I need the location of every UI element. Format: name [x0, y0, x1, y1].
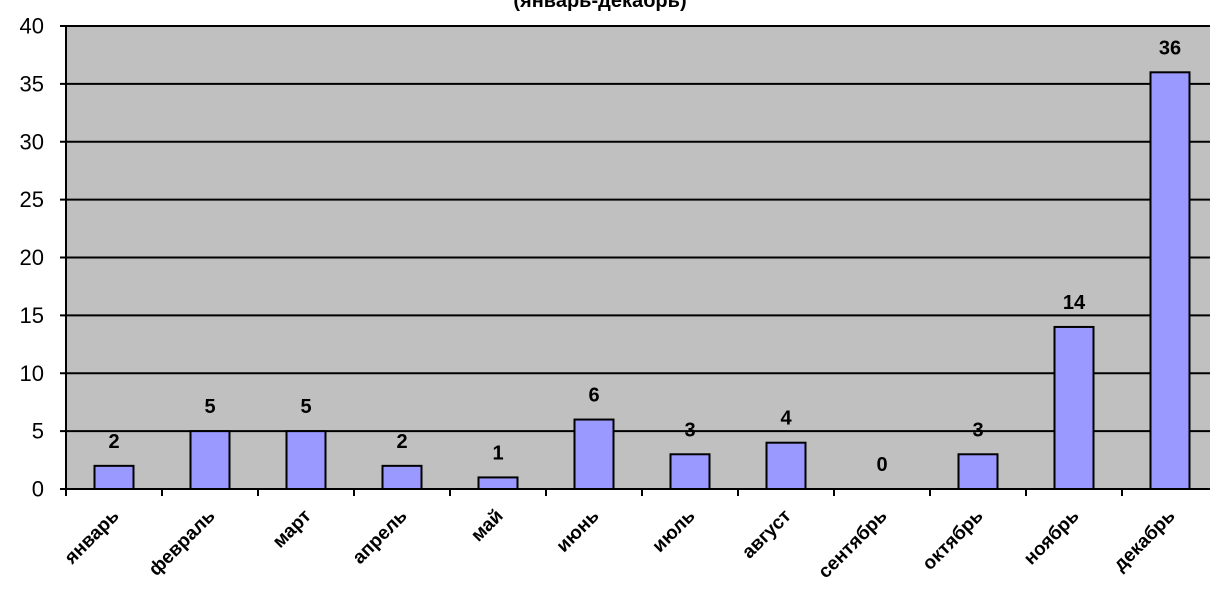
data-label: 3	[972, 419, 983, 441]
x-tick-label: февраль	[145, 506, 220, 581]
data-label: 4	[780, 408, 792, 430]
x-tick-label: сентябрь	[814, 506, 891, 583]
x-tick-label: апрель	[349, 506, 412, 569]
data-label: 0	[876, 454, 887, 476]
data-label: 3	[684, 419, 695, 441]
y-tick-label: 15	[20, 303, 44, 328]
y-tick-label: 30	[20, 129, 44, 154]
y-tick-label: 20	[20, 245, 44, 270]
bar	[669, 453, 711, 490]
x-tick-label: июль	[648, 506, 699, 557]
x-tick-label: январь	[60, 506, 124, 570]
gridlines	[66, 25, 1210, 433]
data-label: 2	[396, 431, 407, 453]
x-tick-label: ноябрь	[1020, 506, 1084, 570]
bar	[93, 464, 135, 491]
bar-series	[93, 71, 1191, 491]
x-tick-label: март	[269, 506, 316, 553]
x-tick-label: октябрь	[919, 506, 988, 575]
bar	[381, 464, 423, 491]
x-axis-tick-labels: январь февраль март апрель май июнь июль август…	[60, 506, 1180, 583]
y-tick-label: 0	[32, 477, 44, 502]
y-tick-label: 25	[20, 187, 44, 212]
data-label: 2	[108, 431, 119, 453]
y-tick-label: 35	[20, 71, 44, 96]
bar	[189, 430, 231, 490]
data-label: 5	[204, 396, 215, 418]
bar	[957, 453, 999, 490]
data-label: 5	[300, 396, 311, 418]
bar	[285, 430, 327, 490]
bar	[1053, 325, 1095, 491]
data-label: 14	[1063, 292, 1086, 314]
y-tick-label: 10	[20, 361, 44, 386]
chart-title: (январь-декабрь)	[513, 0, 686, 12]
bar	[1149, 71, 1191, 491]
x-tick-label: декабрь	[1110, 506, 1180, 576]
data-label: 6	[588, 385, 599, 407]
bar	[573, 418, 615, 490]
data-labels: 2 5 5 2 1 6 3 4 0 3 14 36	[108, 37, 1181, 476]
y-tick-label: 5	[32, 419, 44, 444]
y-tick-label: 40	[20, 14, 44, 39]
y-axis-tick-labels: 0 5 10 15 20 25 30 35 40	[20, 14, 44, 502]
x-tick-label: август	[738, 506, 795, 563]
bar	[765, 441, 807, 491]
bar	[477, 476, 519, 490]
x-tick-label: июнь	[553, 506, 604, 557]
axes	[60, 25, 1210, 496]
data-label: 1	[492, 442, 503, 464]
data-label: 36	[1159, 37, 1181, 59]
x-tick-label: май	[467, 506, 507, 546]
